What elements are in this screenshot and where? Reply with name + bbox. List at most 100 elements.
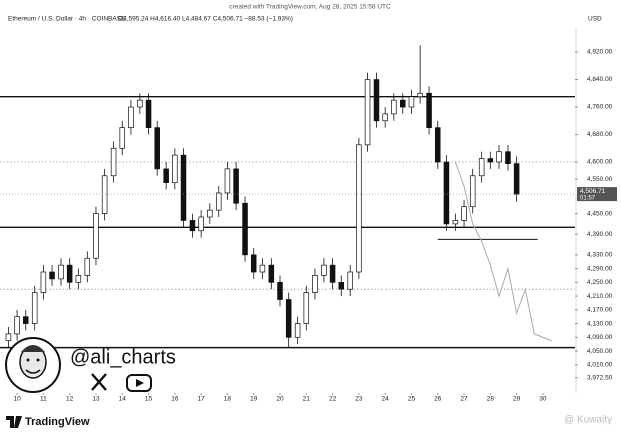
- y-tick-label: 4,760.00: [587, 104, 613, 111]
- y-tick-label: 4,680.00: [587, 131, 613, 138]
- candle-body: [250, 254, 257, 273]
- candle-body: [321, 264, 327, 276]
- candle-body: [400, 99, 406, 108]
- y-tick-label: 4,210.00: [587, 293, 613, 300]
- avatar-smile: [25, 369, 41, 374]
- candle-body: [198, 216, 204, 232]
- candle-body: [23, 316, 29, 324]
- candle-body: [338, 281, 345, 290]
- x-tick-label: 29: [513, 396, 521, 403]
- candle-body: [294, 323, 301, 338]
- watermark: @ Kuwaity: [564, 415, 612, 426]
- brand: TradingView: [6, 416, 90, 428]
- candle-body: [417, 92, 423, 98]
- x-tick-label: 25: [408, 396, 416, 403]
- candle-body: [145, 99, 152, 128]
- y-tick-label: 4,600.00: [587, 159, 613, 166]
- author-badge: @ali_charts: [5, 337, 176, 393]
- x-tick-label: 26: [434, 396, 442, 403]
- candle-body: [5, 333, 12, 342]
- y-tick-label: 4,170.00: [587, 307, 613, 314]
- y-tick-label: 4,330.00: [587, 252, 613, 259]
- x-tick-label: 10: [13, 396, 21, 403]
- currency: USD: [588, 16, 602, 23]
- y-tick-label: 4,390.00: [587, 231, 613, 238]
- candle-body: [224, 168, 231, 194]
- candle-body: [426, 92, 432, 128]
- candle-body: [478, 158, 485, 177]
- candle-body: [391, 99, 397, 115]
- candle-body: [40, 271, 47, 293]
- credit: created with TradingView.com, Aug 28, 20…: [229, 4, 391, 11]
- price-tag: [577, 187, 617, 202]
- y-tick-label: 4,550.00: [587, 176, 613, 183]
- candle-body: [207, 209, 213, 218]
- y-tick-label: 4,010.00: [587, 362, 613, 369]
- chart-title: Ethereum / U.S. Dollar · 4h · COINBASE: [8, 16, 126, 23]
- candle-body: [513, 163, 520, 195]
- candle-body: [154, 127, 160, 170]
- candle-body: [303, 292, 310, 324]
- x-tick-label: 11: [40, 396, 47, 403]
- plot: 4,920.00 4,840.00 4,760.00 4,680.00 4,600.00…: [0, 45, 613, 403]
- y-tick-label: 4,920.00: [587, 49, 613, 56]
- y-tick-label: 4,840.00: [587, 76, 613, 83]
- candle-body: [242, 202, 248, 256]
- x-tick-label: 21: [303, 396, 311, 403]
- candle-body: [49, 271, 55, 280]
- projection-line: [454, 161, 552, 342]
- avatar-hair: [21, 345, 45, 352]
- x-tick-label: 28: [487, 396, 495, 403]
- handle: @ali_charts: [70, 346, 176, 368]
- x-tick-label: 15: [145, 396, 153, 403]
- brand-logo: [6, 416, 22, 428]
- x-tick-label: 23: [355, 396, 363, 403]
- avatar-eye: [36, 358, 40, 362]
- candle-body: [496, 151, 502, 163]
- candle-body: [469, 175, 476, 208]
- x-tick-label: 27: [460, 396, 468, 403]
- candle-body: [285, 299, 292, 338]
- price-tag-label: 4,506.71: [580, 188, 606, 195]
- y-tick-label: 4,290.00: [587, 265, 613, 272]
- candle-body: [84, 257, 91, 276]
- x-tick-label: 30: [539, 396, 547, 403]
- x-tick-label: 14: [119, 396, 127, 403]
- brand-name: TradingView: [25, 416, 90, 428]
- x-tick-label: 18: [224, 396, 232, 403]
- candle-body: [329, 264, 336, 283]
- candle-body: [487, 158, 494, 163]
- x-tick-label: 17: [198, 396, 206, 403]
- countdown: 01:57: [580, 196, 596, 202]
- candle-body: [119, 127, 126, 149]
- y-tick-label: 4,090.00: [587, 334, 613, 341]
- candle-body: [408, 96, 415, 108]
- candle-body: [75, 275, 82, 283]
- candle-body: [14, 316, 20, 335]
- y-tick-label: 4,050.00: [587, 348, 613, 355]
- candle-body: [163, 168, 169, 183]
- candle-body: [364, 79, 371, 146]
- x-tick-label: 24: [382, 396, 390, 403]
- x-tick-label: 20: [276, 396, 284, 403]
- candle-body: [312, 275, 318, 293]
- candle-body: [347, 271, 353, 290]
- candle-body: [452, 220, 459, 225]
- candle-body: [443, 161, 450, 225]
- candle-body: [382, 113, 388, 122]
- candle-body: [233, 168, 239, 204]
- x-tick-label: 19: [250, 396, 258, 403]
- candle-body: [128, 106, 134, 128]
- candle-body: [58, 264, 64, 280]
- candle-body: [66, 264, 73, 283]
- candle-body: [172, 154, 178, 183]
- candle-body: [356, 144, 362, 273]
- x-tick-label: 13: [92, 396, 100, 403]
- y-tick-label: 3,972.50: [587, 374, 613, 381]
- avatar-eye: [26, 358, 30, 362]
- candle-body: [101, 175, 108, 214]
- candle-body: [31, 292, 38, 324]
- candle-body: [373, 79, 380, 122]
